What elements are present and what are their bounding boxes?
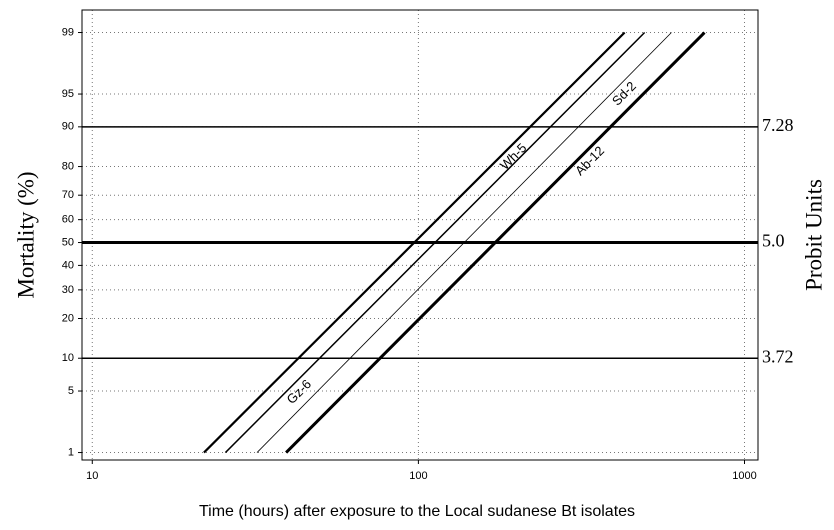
series-line: [203, 31, 626, 454]
y-tick-label: 5: [68, 385, 74, 397]
y-tick-label: 30: [62, 284, 74, 296]
series-line: [285, 31, 706, 454]
y-tick-label: 60: [62, 214, 74, 226]
y-tick-label: 90: [62, 121, 74, 133]
reference-label: 7.28: [762, 115, 794, 135]
series-label: Gz-6: [284, 376, 315, 407]
series-line: [256, 32, 672, 453]
x-tick-label: 1000: [732, 470, 756, 482]
plot-frame: [81, 9, 759, 461]
y2-axis-title: Probit Units: [801, 179, 826, 291]
reference-label: 3.72: [762, 346, 794, 366]
y-tick-label: 80: [62, 160, 74, 172]
series-line: [224, 31, 646, 454]
y-axis-title: Mortality (%): [13, 171, 38, 298]
series-label: Wh-5: [497, 140, 530, 173]
y-tick-label: 70: [62, 189, 74, 201]
y-tick-label: 95: [62, 88, 74, 100]
x-axis-title: Time (hours) after exposure to the Local…: [199, 503, 635, 520]
y-tick-label: 10: [62, 352, 74, 364]
y-tick-label: 20: [62, 312, 74, 324]
y-tick-label: 1: [68, 446, 74, 458]
x-tick-label: 10: [86, 470, 98, 482]
y-tick-label: 50: [62, 236, 74, 248]
x-tick-label: 100: [409, 470, 427, 482]
reference-label: 5.0: [762, 231, 785, 251]
y-tick-label: 99: [62, 26, 74, 38]
y-tick-label: 40: [62, 259, 74, 271]
